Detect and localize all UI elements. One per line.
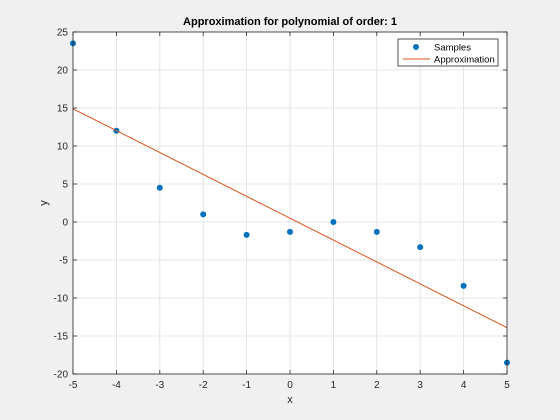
y-axis-label: y [38, 200, 50, 206]
y-tick-label: 15 [57, 104, 69, 115]
legend-box [397, 38, 499, 67]
y-tick-label: 5 [62, 180, 68, 191]
legend-marker-swatch [413, 44, 419, 50]
y-tick-label: -5 [59, 256, 68, 267]
y-tick-label: 0 [62, 218, 68, 229]
x-tick-label: 4 [461, 380, 467, 391]
x-tick-label: 0 [287, 380, 293, 391]
sample-point [460, 282, 467, 289]
x-tick-label: -4 [112, 380, 121, 391]
sample-point [156, 184, 163, 191]
x-axis-label: x [287, 394, 293, 406]
y-tick-label: 20 [57, 66, 69, 77]
x-tick-label: 3 [417, 380, 423, 391]
x-tick-label: -1 [242, 380, 251, 391]
x-tick-label: 2 [374, 380, 380, 391]
sample-point [200, 211, 207, 218]
x-tick-label: -2 [199, 380, 208, 391]
sample-point [287, 228, 293, 235]
y-tick-label: -20 [54, 370, 69, 381]
chart-title: Approximation for polynomial of order: 1 [183, 16, 397, 28]
y-tick-label: 10 [57, 142, 69, 153]
y-tick-label: -15 [54, 332, 69, 343]
x-tick-label: 1 [331, 380, 337, 391]
sample-point [243, 231, 250, 238]
plot-content [70, 40, 510, 366]
sample-point [330, 219, 337, 225]
x-tick-label: 5 [504, 380, 510, 391]
x-tick-label: -3 [155, 380, 164, 391]
y-tick-label: -10 [54, 294, 69, 305]
legend-entry-label: Samples [434, 43, 471, 54]
x-tick-label: -5 [69, 380, 78, 391]
approximation-line [72, 108, 508, 329]
sample-point [417, 244, 424, 251]
sample-point [373, 228, 380, 235]
legend-entry-label: Approximation [434, 55, 495, 66]
y-tick-label: 25 [57, 28, 69, 39]
